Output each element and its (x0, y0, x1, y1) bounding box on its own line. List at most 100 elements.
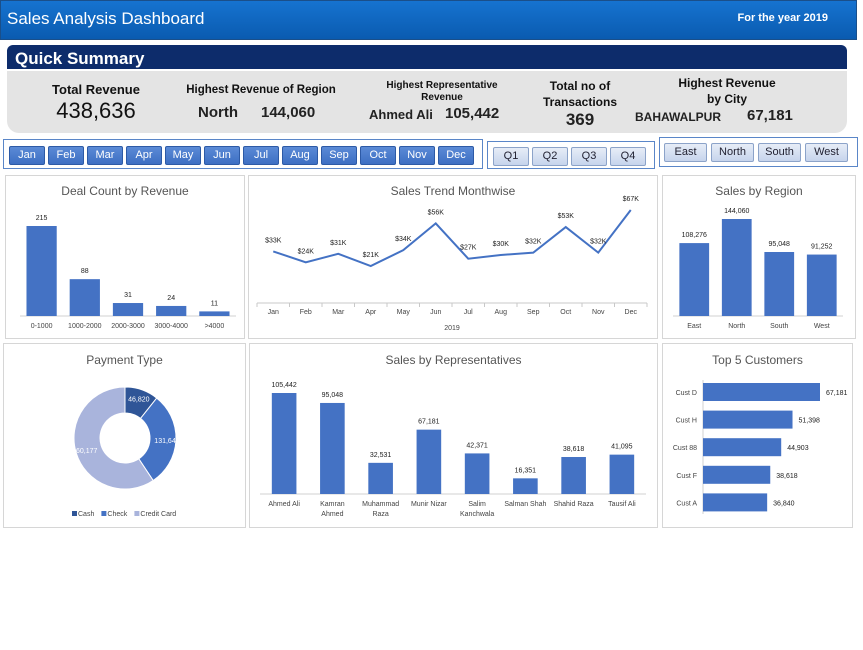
category-label: Salman Shah (504, 501, 546, 508)
region-east-button[interactable]: East (664, 143, 707, 162)
month-jun-button[interactable]: Jun (204, 146, 240, 165)
transactions-label-line1: Total no of (549, 79, 611, 93)
highest-rep-value: 105,442 (445, 105, 500, 122)
category-label: Jun (430, 309, 441, 316)
legend-swatch-cash (72, 511, 77, 516)
category-label: >4000 (205, 323, 225, 330)
data-label: 31 (124, 292, 132, 299)
category-label: Oct (560, 309, 571, 316)
dashboard-title: Sales Analysis Dashboard (7, 9, 205, 28)
quarter-q3-button[interactable]: Q3 (571, 147, 607, 166)
data-label: $33K (265, 237, 282, 244)
bar-north (721, 219, 752, 316)
data-label: 88 (81, 268, 89, 275)
quarter-q2-button[interactable]: Q2 (532, 147, 568, 166)
highest-rep-label-line2: Revenue (421, 92, 463, 103)
data-label: $24K (298, 248, 315, 255)
payment-type-chart: 46,820 131,640 260,177 Cash Check Credit Card (72, 386, 180, 518)
data-label: 91,252 (811, 244, 833, 251)
payment-type-panel: Payment Type 46,820 131,640 260,177 Cash Che… (3, 343, 246, 528)
bar-0-1000 (26, 226, 57, 316)
highest-region-label: Highest Revenue of Region (186, 84, 336, 96)
highest-region-value: 144,060 (261, 104, 316, 121)
category-label: Salim (468, 501, 486, 508)
data-label: $21K (363, 252, 380, 259)
month-dec-button[interactable]: Dec (438, 146, 474, 165)
month-feb-button[interactable]: Feb (48, 146, 84, 165)
data-label: 38,618 (563, 446, 585, 453)
data-label: 215 (36, 215, 48, 222)
legend-swatch-credit-card (134, 511, 140, 516)
category-label: 3000-4000 (154, 323, 188, 330)
category-label: Dec (625, 309, 638, 316)
category-label: Ahmed (321, 511, 343, 518)
top-customers-title: Top 5 Customers (712, 353, 803, 367)
category-label: 0-1000 (31, 323, 53, 330)
top-customers-chart: Cust D 67,181 Cust H 51,398 Cust 88 44,903 Cus… (673, 380, 848, 514)
deal-count-panel: Deal Count by Revenue 215 0-1000 88 1000-20… (5, 175, 245, 339)
bar-cust-h (703, 410, 793, 429)
category-label: Munir Nizar (411, 501, 447, 508)
data-label: $67K (623, 196, 640, 203)
highest-city-label-line1: Highest Revenue (678, 76, 776, 90)
month-may-button[interactable]: May (165, 146, 201, 165)
data-label: $32K (590, 239, 607, 246)
category-label: Nov (592, 309, 605, 316)
category-label: Shahid Raza (554, 501, 594, 508)
category-label: Cust H (676, 418, 697, 425)
month-mar-button[interactable]: Mar (87, 146, 123, 165)
category-label: South (770, 323, 788, 330)
bar-tausif-ali (609, 454, 635, 494)
legend-label-credit-card: Credit Card (140, 511, 176, 518)
quick-summary-panel: Total Revenue 438,636 Highest Revenue of… (7, 71, 847, 133)
category-label: Cust D (676, 390, 697, 397)
bar-salman-shah (513, 478, 538, 494)
data-label: 95,048 (322, 392, 344, 399)
deal-count-title: Deal Count by Revenue (61, 184, 189, 198)
bar-cust-a (703, 493, 768, 512)
month-apr-button[interactable]: Apr (126, 146, 162, 165)
bar-cust-f (703, 465, 771, 484)
month-oct-button[interactable]: Oct (360, 146, 396, 165)
sales-reps-chart: 105,442 Ahmed Ali 95,048 Kamran Ahmed 32,531 M… (260, 382, 646, 518)
data-label: 24 (167, 295, 175, 302)
quarter-q1-button[interactable]: Q1 (493, 147, 529, 166)
region-west-button[interactable]: West (805, 143, 848, 162)
category-label: West (814, 323, 830, 330)
data-label: 67,181 (826, 390, 848, 397)
transactions-value: 369 (565, 110, 595, 129)
data-label: 144,060 (724, 208, 749, 215)
region-south-button[interactable]: South (758, 143, 801, 162)
highest-rep-name: Ahmed Ali (369, 107, 433, 122)
data-label: 46,820 (128, 396, 150, 403)
quarter-q4-button[interactable]: Q4 (610, 147, 646, 166)
total-revenue-value: 438,636 (56, 98, 136, 123)
quarter-slicer: Q1 Q2 Q3 Q4 (487, 141, 655, 169)
data-label: 105,442 (271, 382, 296, 389)
region-north-button[interactable]: North (711, 143, 754, 162)
bar-1000-2000 (69, 279, 100, 316)
highest-city-name: BAHAWALPUR (635, 110, 721, 124)
category-label: Feb (300, 309, 312, 316)
data-label: 260,177 (72, 448, 97, 455)
month-sep-button[interactable]: Sep (321, 146, 357, 165)
category-label: Cust A (676, 500, 697, 507)
category-label: East (687, 323, 701, 330)
month-jul-button[interactable]: Jul (243, 146, 279, 165)
slice-check (138, 397, 177, 482)
month-slicer: Jan Feb Mar Apr May Jun Jul Aug Sep Oct Nov Dec (3, 139, 483, 169)
quick-summary-title: Quick Summary (15, 49, 145, 68)
month-nov-button[interactable]: Nov (399, 146, 435, 165)
bar-ahmed-ali (271, 393, 297, 494)
category-label: Mar (332, 309, 345, 316)
sales-trend-chart: $33K Jan $24K Feb $31K Mar $21K Apr $34K May $56K J… (256, 196, 648, 332)
total-revenue-label: Total Revenue (52, 82, 140, 97)
bar-cust-d (703, 383, 820, 401)
legend-label-check: Check (107, 511, 127, 518)
category-label: Kanchwala (460, 511, 494, 518)
category-label: Ahmed Ali (268, 501, 300, 508)
year-label: For the year 2019 (737, 12, 829, 24)
category-label: 1000-2000 (68, 323, 102, 330)
month-aug-button[interactable]: Aug (282, 146, 318, 165)
month-jan-button[interactable]: Jan (9, 146, 45, 165)
